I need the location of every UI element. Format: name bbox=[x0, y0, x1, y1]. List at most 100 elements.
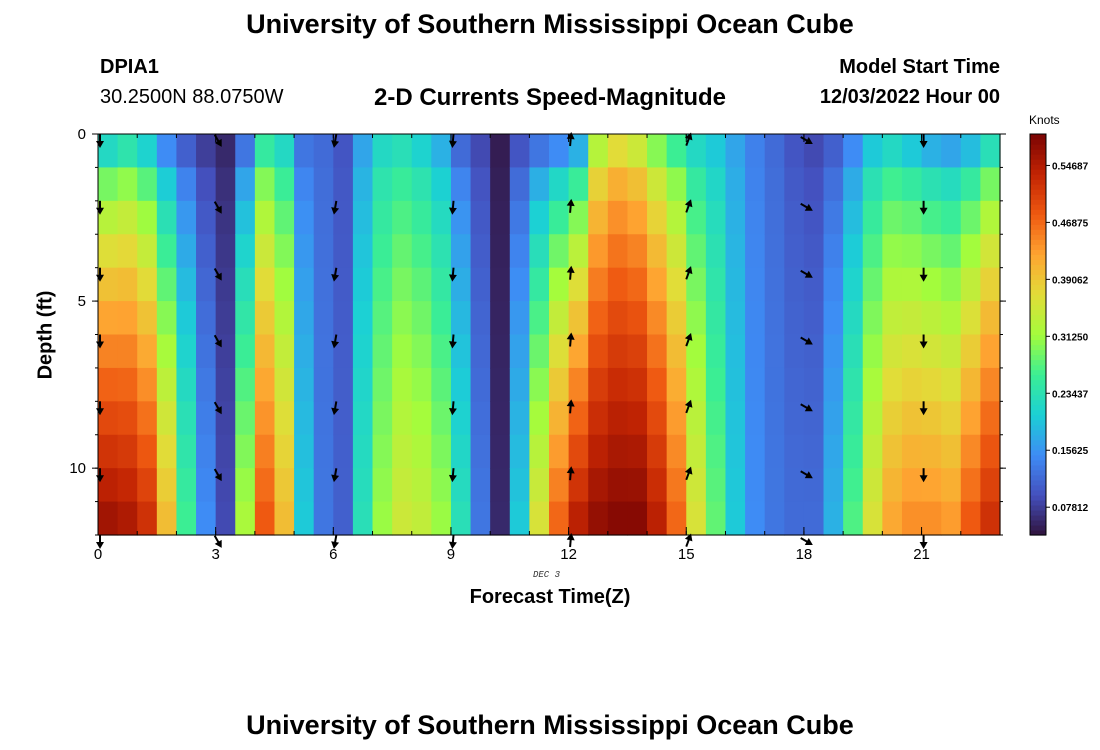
heatmap-cell bbox=[137, 501, 158, 536]
current-arrow bbox=[448, 200, 457, 215]
heatmap-cell bbox=[352, 301, 374, 336]
heatmap-cell bbox=[294, 434, 315, 469]
colorbar-swatch bbox=[1030, 194, 1046, 200]
heatmap-cell bbox=[274, 301, 295, 336]
heatmap-cell bbox=[647, 167, 668, 202]
heatmap-cell bbox=[705, 200, 727, 235]
heatmap-cell bbox=[588, 468, 609, 503]
colorbar-swatch bbox=[1030, 334, 1046, 341]
heatmap-cell bbox=[156, 200, 178, 235]
heatmap-cell bbox=[686, 200, 707, 235]
heatmap-cell bbox=[568, 367, 589, 402]
current-arrow bbox=[331, 267, 340, 282]
heatmap-cell bbox=[686, 334, 707, 369]
heatmap-cell bbox=[941, 301, 962, 336]
heatmap-cell bbox=[588, 401, 609, 436]
heatmap-cell bbox=[431, 501, 452, 536]
heatmap-cell bbox=[882, 468, 903, 503]
current-arrow bbox=[213, 468, 222, 482]
heatmap-cell bbox=[411, 267, 432, 302]
heatmap-cell bbox=[235, 367, 256, 402]
heatmap-cell bbox=[647, 301, 668, 336]
heatmap-cell bbox=[843, 434, 864, 469]
heatmap-cell bbox=[725, 234, 746, 269]
heatmap-cell bbox=[725, 167, 746, 202]
colorbar-swatch bbox=[1030, 409, 1046, 416]
heatmap-cell bbox=[980, 301, 1001, 336]
heatmap-cell bbox=[274, 501, 295, 536]
colorbar-swatch bbox=[1030, 159, 1046, 165]
heatmap-cell bbox=[196, 367, 217, 402]
heatmap-cell bbox=[196, 234, 217, 269]
colorbar-swatch bbox=[1030, 524, 1046, 531]
heatmap-cell bbox=[117, 334, 138, 369]
heatmap-cell bbox=[901, 501, 923, 536]
heatmap-cell bbox=[705, 401, 727, 436]
colorbar-swatch bbox=[1030, 309, 1046, 316]
heatmap-cell bbox=[980, 434, 1001, 469]
colorbar-tick-label: 0.39062 bbox=[1052, 275, 1089, 286]
heatmap-cell bbox=[450, 434, 472, 469]
heatmap-cell bbox=[313, 501, 334, 536]
heatmap-cell bbox=[941, 434, 962, 469]
heatmap-cell bbox=[470, 200, 491, 235]
colorbar-swatch bbox=[1030, 474, 1046, 481]
heatmap-cell bbox=[274, 167, 295, 202]
heatmap-cell bbox=[235, 167, 256, 202]
heatmap-cell bbox=[607, 167, 629, 202]
heatmap-cell bbox=[98, 334, 119, 369]
heatmap-cell bbox=[607, 367, 629, 402]
heatmap-cell bbox=[176, 367, 197, 402]
colorbar-swatch bbox=[1030, 214, 1046, 220]
heatmap-cell bbox=[156, 501, 178, 536]
heatmap-cell bbox=[137, 167, 158, 202]
heatmap-cell bbox=[294, 234, 315, 269]
heatmap-cell bbox=[725, 468, 746, 503]
heatmap-cell bbox=[745, 401, 766, 436]
heatmap-cell bbox=[490, 367, 511, 402]
heatmap-cell bbox=[784, 334, 805, 369]
heatmap-cell bbox=[666, 167, 687, 202]
heatmap-cell bbox=[784, 200, 805, 235]
heatmap-cell bbox=[862, 501, 883, 536]
heatmap-cell bbox=[882, 134, 903, 169]
heatmap-cell bbox=[431, 401, 452, 436]
heatmap-cell bbox=[803, 401, 825, 436]
colorbar-frame bbox=[1029, 133, 1047, 536]
heatmap-cell bbox=[509, 501, 530, 536]
current-arrow bbox=[919, 267, 928, 282]
current-arrow bbox=[684, 199, 693, 213]
colorbar-swatch bbox=[1030, 244, 1046, 250]
heatmap-cell bbox=[960, 234, 981, 269]
heatmap-cell bbox=[156, 367, 178, 402]
heatmap-cell bbox=[960, 200, 981, 235]
heatmap-cell bbox=[725, 334, 746, 369]
heatmap-cell bbox=[117, 468, 138, 503]
heatmap-cell bbox=[941, 501, 962, 536]
heatmap-cell bbox=[274, 434, 295, 469]
heatmap-cell bbox=[274, 200, 295, 235]
heatmap-cell bbox=[137, 134, 158, 169]
colorbar-swatch bbox=[1030, 499, 1046, 506]
heatmap-cell bbox=[941, 267, 962, 302]
current-arrow bbox=[331, 133, 340, 148]
heatmap-cell bbox=[490, 167, 511, 202]
heatmap-cell bbox=[882, 234, 903, 269]
heatmap-cell bbox=[882, 267, 903, 302]
heatmap-cell bbox=[352, 234, 374, 269]
heatmap-cell bbox=[411, 134, 432, 169]
heatmap-cell bbox=[352, 134, 374, 169]
heatmap-cell bbox=[176, 134, 197, 169]
heatmap-cell bbox=[862, 134, 883, 169]
heatmap-cell bbox=[921, 434, 942, 469]
heatmap-cell bbox=[647, 334, 668, 369]
heatmap-cell bbox=[274, 267, 295, 302]
heatmap-cell bbox=[215, 401, 236, 436]
heatmap-cell bbox=[607, 434, 629, 469]
heatmap-cell bbox=[764, 200, 785, 235]
heatmap-cell bbox=[627, 334, 648, 369]
colorbar-swatch bbox=[1030, 324, 1046, 331]
heatmap-cell bbox=[745, 434, 766, 469]
heatmap-cell bbox=[921, 134, 942, 169]
colorbar-swatch bbox=[1030, 279, 1046, 285]
